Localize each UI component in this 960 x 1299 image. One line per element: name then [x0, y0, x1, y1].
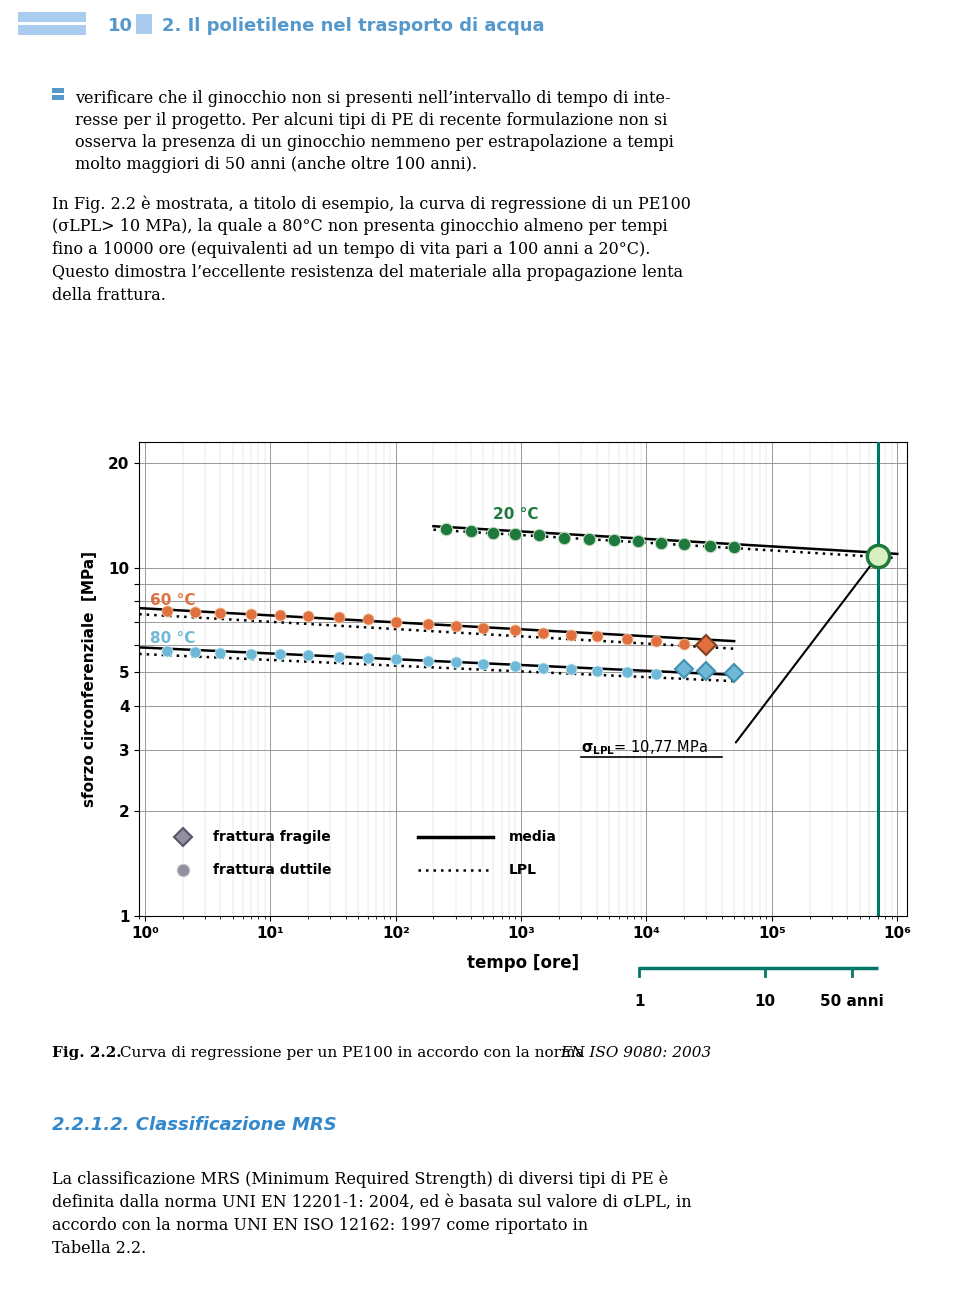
Text: 10: 10 [108, 17, 133, 35]
Text: 2. Il polietilene nel trasporto di acqua: 2. Il polietilene nel trasporto di acqua [162, 17, 544, 35]
Text: 1: 1 [634, 994, 644, 1009]
FancyBboxPatch shape [136, 14, 152, 34]
Text: LPL: LPL [509, 864, 537, 877]
Text: 80 °C: 80 °C [150, 631, 196, 646]
FancyBboxPatch shape [18, 12, 86, 22]
Text: definita dalla norma UNI EN 12201-1: 2004, ed è basata sul valore di σLPL, in: definita dalla norma UNI EN 12201-1: 200… [52, 1194, 691, 1211]
Text: (σLPL> 10 MPa), la quale a 80°C non presenta ginocchio almeno per tempi: (σLPL> 10 MPa), la quale a 80°C non pres… [52, 218, 667, 235]
Text: 10: 10 [755, 994, 776, 1009]
Text: osserva la presenza di un ginocchio nemmeno per estrapolazione a tempi: osserva la presenza di un ginocchio nemm… [75, 134, 674, 151]
FancyBboxPatch shape [18, 25, 86, 35]
Text: molto maggiori di 50 anni (anche oltre 100 anni).: molto maggiori di 50 anni (anche oltre 1… [75, 156, 477, 173]
FancyBboxPatch shape [52, 88, 64, 94]
Text: $\mathbf{\sigma_{LPL}}$= 10,77 MPa: $\mathbf{\sigma_{LPL}}$= 10,77 MPa [581, 738, 708, 756]
Text: In Fig. 2.2 è mostrata, a titolo di esempio, la curva di regressione di un PE100: In Fig. 2.2 è mostrata, a titolo di esem… [52, 195, 691, 213]
Text: La classificazione MRS (Minimum Required Strength) di diversi tipi di PE è: La classificazione MRS (Minimum Required… [52, 1170, 668, 1189]
Text: 2.2.1.2. Classificazione MRS: 2.2.1.2. Classificazione MRS [52, 1116, 337, 1134]
FancyBboxPatch shape [52, 95, 64, 100]
Text: Tabella 2.2.: Tabella 2.2. [52, 1239, 146, 1257]
Text: Questo dimostra l’eccellente resistenza del materiale alla propagazione lenta: Questo dimostra l’eccellente resistenza … [52, 264, 684, 281]
Text: fino a 10000 ore (equivalenti ad un tempo di vita pari a 100 anni a 20°C).: fino a 10000 ore (equivalenti ad un temp… [52, 242, 650, 259]
Text: resse per il progetto. Per alcuni tipi di PE di recente formulazione non si: resse per il progetto. Per alcuni tipi d… [75, 112, 667, 129]
Text: 60 °C: 60 °C [150, 592, 196, 608]
Text: 20 °C: 20 °C [493, 507, 539, 522]
Text: Fig. 2.2.: Fig. 2.2. [52, 1046, 122, 1060]
Text: della frattura.: della frattura. [52, 287, 166, 304]
Text: Curva di regressione per un PE100 in accordo con la norma: Curva di regressione per un PE100 in acc… [115, 1046, 589, 1060]
Text: 50 anni: 50 anni [821, 994, 884, 1009]
Text: frattura duttile: frattura duttile [213, 864, 331, 877]
Text: verificare che il ginocchio non si presenti nell’intervallo di tempo di inte-: verificare che il ginocchio non si prese… [75, 90, 670, 107]
Y-axis label: sforzo circonferenziale  [MPa]: sforzo circonferenziale [MPa] [82, 551, 97, 807]
X-axis label: tempo [ore]: tempo [ore] [468, 955, 579, 973]
Text: media: media [509, 830, 557, 844]
Text: accordo con la norma UNI EN ISO 12162: 1997 come riportato in: accordo con la norma UNI EN ISO 12162: 1… [52, 1217, 588, 1234]
Text: EN ISO 9080: 2003: EN ISO 9080: 2003 [560, 1046, 711, 1060]
Text: frattura fragile: frattura fragile [213, 830, 331, 844]
